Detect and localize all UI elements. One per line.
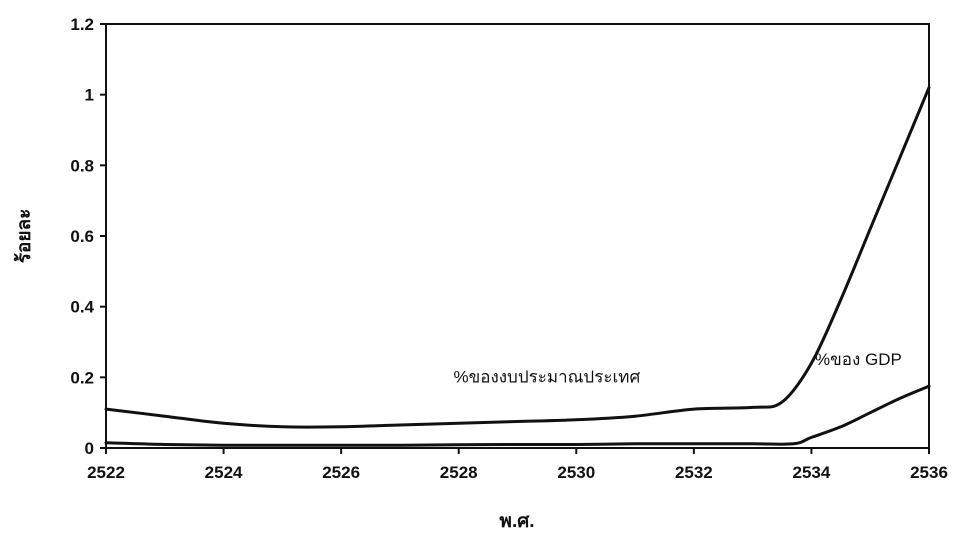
x-tick-label: 2526 (322, 463, 360, 482)
x-tick-label: 2524 (205, 463, 243, 482)
y-tick-label: 1 (85, 86, 94, 105)
x-tick-label: 2534 (793, 463, 831, 482)
series-annotation-1: %ของงบประมาณประเทศ (454, 368, 641, 387)
x-tick-label: 2532 (675, 463, 713, 482)
y-tick-label: 0.8 (70, 156, 94, 175)
y-tick-label: 1.2 (70, 15, 94, 34)
series-line-2 (104, 384, 931, 447)
x-tick-label: 2530 (557, 463, 595, 482)
x-axis-title: พ.ศ. (499, 511, 534, 532)
y-axis-title: ร้อยละ (13, 209, 35, 264)
series-layer (104, 86, 931, 447)
series-annotation-2: %ของ GDP (815, 350, 902, 369)
x-tick-label: 2536 (910, 463, 948, 482)
y-tick-label: 0.2 (70, 368, 94, 387)
tick-layer: 2522 2524 2526 2528 2530 2532 2534 2536 0 0.2 0.4 0… (70, 15, 948, 482)
y-tick-label: 0.6 (70, 227, 94, 246)
y-tick-label: 0 (85, 439, 94, 458)
y-tick-label: 0.4 (70, 298, 94, 317)
x-tick-label: 2522 (87, 463, 125, 482)
x-tick-label: 2528 (440, 463, 478, 482)
series-line-1 (104, 86, 931, 429)
annotation-layer: %ของงบประมาณประเทศ %ของ GDP (454, 350, 902, 387)
